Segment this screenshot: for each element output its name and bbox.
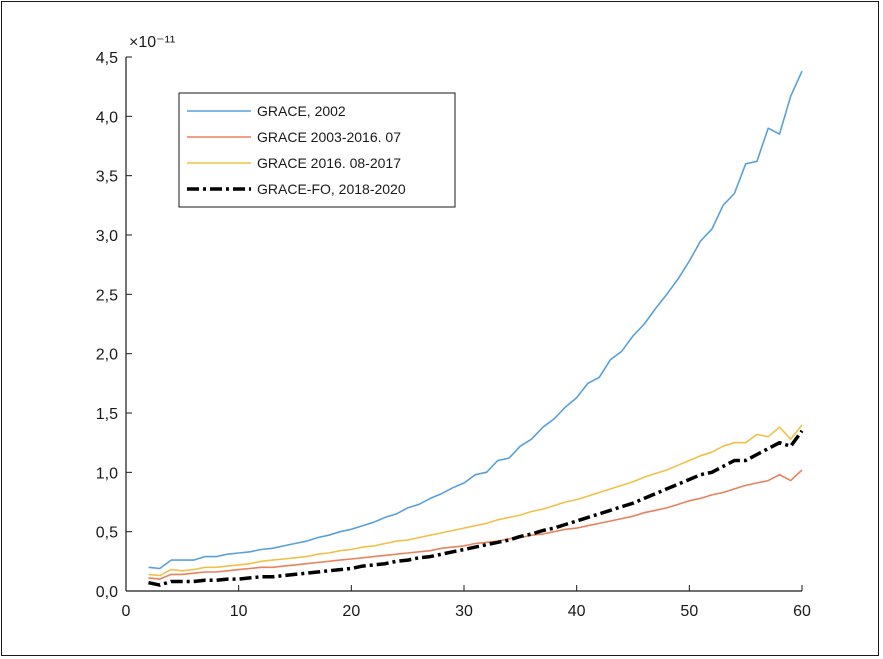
y-tick-label: 3,5 — [96, 169, 118, 186]
legend-label-2: GRACE 2003-2016. 07 — [257, 129, 401, 145]
y-tick-label: 4,5 — [96, 50, 118, 67]
x-tick-label: 60 — [793, 603, 811, 620]
y-tick-label: 3,0 — [96, 228, 118, 245]
y-tick-label: 0,5 — [96, 525, 118, 542]
x-tick-label: 50 — [680, 603, 698, 620]
x-tick-label: 10 — [230, 603, 248, 620]
x-tick-label: 0 — [122, 603, 131, 620]
x-tick-label: 30 — [455, 603, 473, 620]
series-line-4 — [148, 429, 804, 587]
series-line-1 — [148, 70, 803, 570]
y-tick-label: 2,0 — [96, 347, 118, 364]
y-exponent-label: ×10⁻¹¹ — [129, 34, 175, 51]
legend-label-4: GRACE-FO, 2018-2020 — [257, 181, 406, 197]
legend-label-1: GRACE, 2002 — [257, 103, 346, 119]
y-tick-label: 2,5 — [96, 287, 118, 304]
legend-box — [178, 92, 456, 208]
y-tick-label: 0,0 — [96, 584, 118, 601]
y-tick-label: 4,0 — [96, 109, 118, 126]
x-tick-label: 20 — [342, 603, 360, 620]
y-tick-label: 1,5 — [96, 406, 118, 423]
series-line-2 — [148, 469, 803, 580]
x-tick-label: 40 — [568, 603, 586, 620]
series-line-3 — [148, 424, 803, 577]
y-tick-label: 1,0 — [96, 465, 118, 482]
legend-label-3: GRACE 2016. 08-2017 — [257, 155, 401, 171]
